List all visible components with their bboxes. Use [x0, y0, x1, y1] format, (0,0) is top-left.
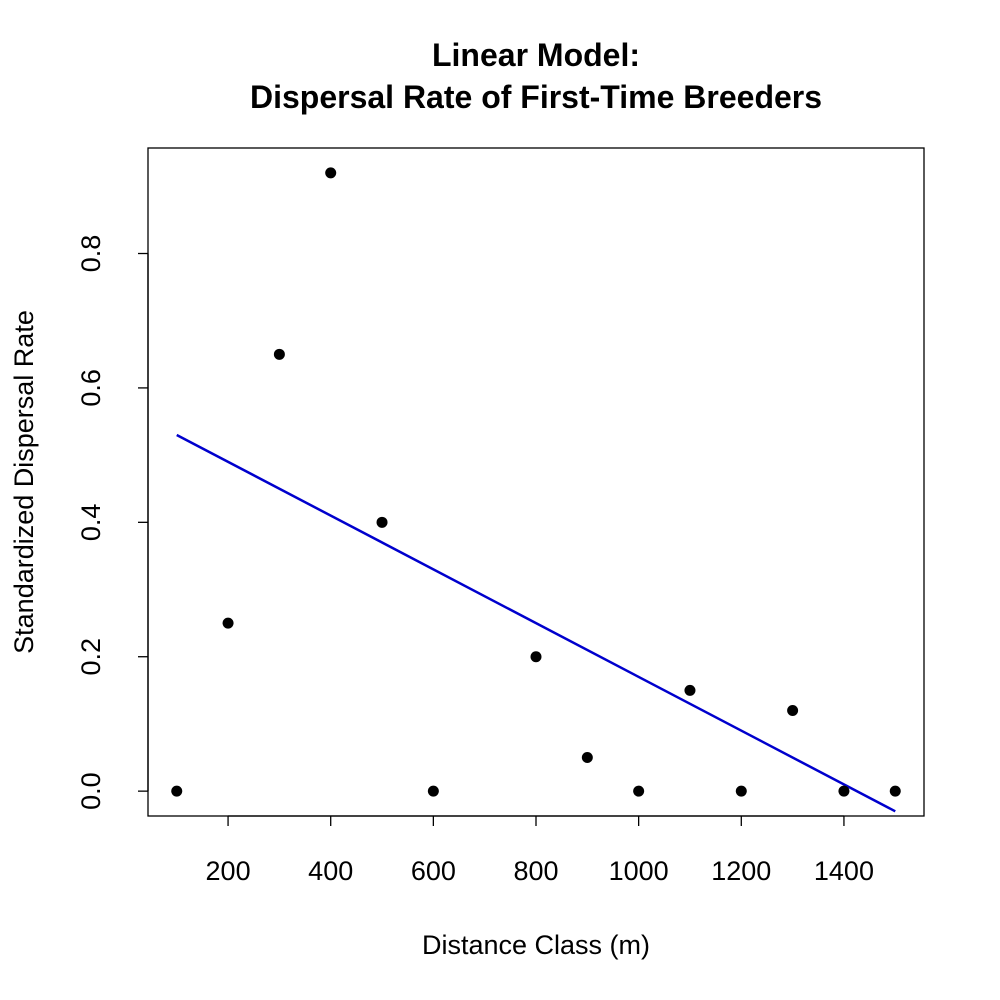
y-tick-label: 0.4: [76, 504, 106, 542]
data-point: [273, 348, 285, 360]
y-tick-label: 0.8: [76, 235, 106, 273]
x-axis: 200 400 600 800 1000 1200 1400: [206, 815, 874, 886]
data-point: [889, 785, 901, 797]
fit-line-group: [176, 433, 896, 813]
data-point: [787, 704, 799, 716]
data-point: [581, 752, 593, 764]
x-tick-label: 400: [308, 856, 353, 886]
y-tick-label: 0.2: [76, 638, 106, 676]
x-tick-label: 800: [513, 856, 558, 886]
data-point: [838, 785, 850, 797]
x-tick-label: 1000: [609, 856, 669, 886]
data-point: [633, 785, 645, 797]
fit-line: [176, 433, 896, 813]
y-axis-label: Standardized Dispersal Rate: [9, 310, 39, 654]
chart-title-line-1: Linear Model:: [432, 37, 640, 73]
data-point: [325, 167, 337, 179]
x-tick-label: 1400: [814, 856, 874, 886]
data-point: [222, 617, 234, 629]
x-tick-label: 600: [411, 856, 456, 886]
y-axis: 0.0 0.2 0.4 0.6 0.8: [76, 235, 149, 810]
y-tick-label: 0.6: [76, 369, 106, 407]
data-point: [427, 785, 439, 797]
data-point: [684, 684, 696, 696]
data-point: [171, 785, 183, 797]
chart-title-line-2: Dispersal Rate of First-Time Breeders: [250, 79, 822, 115]
data-point: [530, 651, 542, 663]
x-tick-label: 200: [206, 856, 251, 886]
data-point: [735, 785, 747, 797]
x-axis-label: Distance Class (m): [422, 930, 650, 960]
y-tick-label: 0.0: [76, 772, 106, 810]
points-group: [171, 167, 901, 797]
data-point: [376, 516, 388, 528]
x-tick-label: 1200: [711, 856, 771, 886]
